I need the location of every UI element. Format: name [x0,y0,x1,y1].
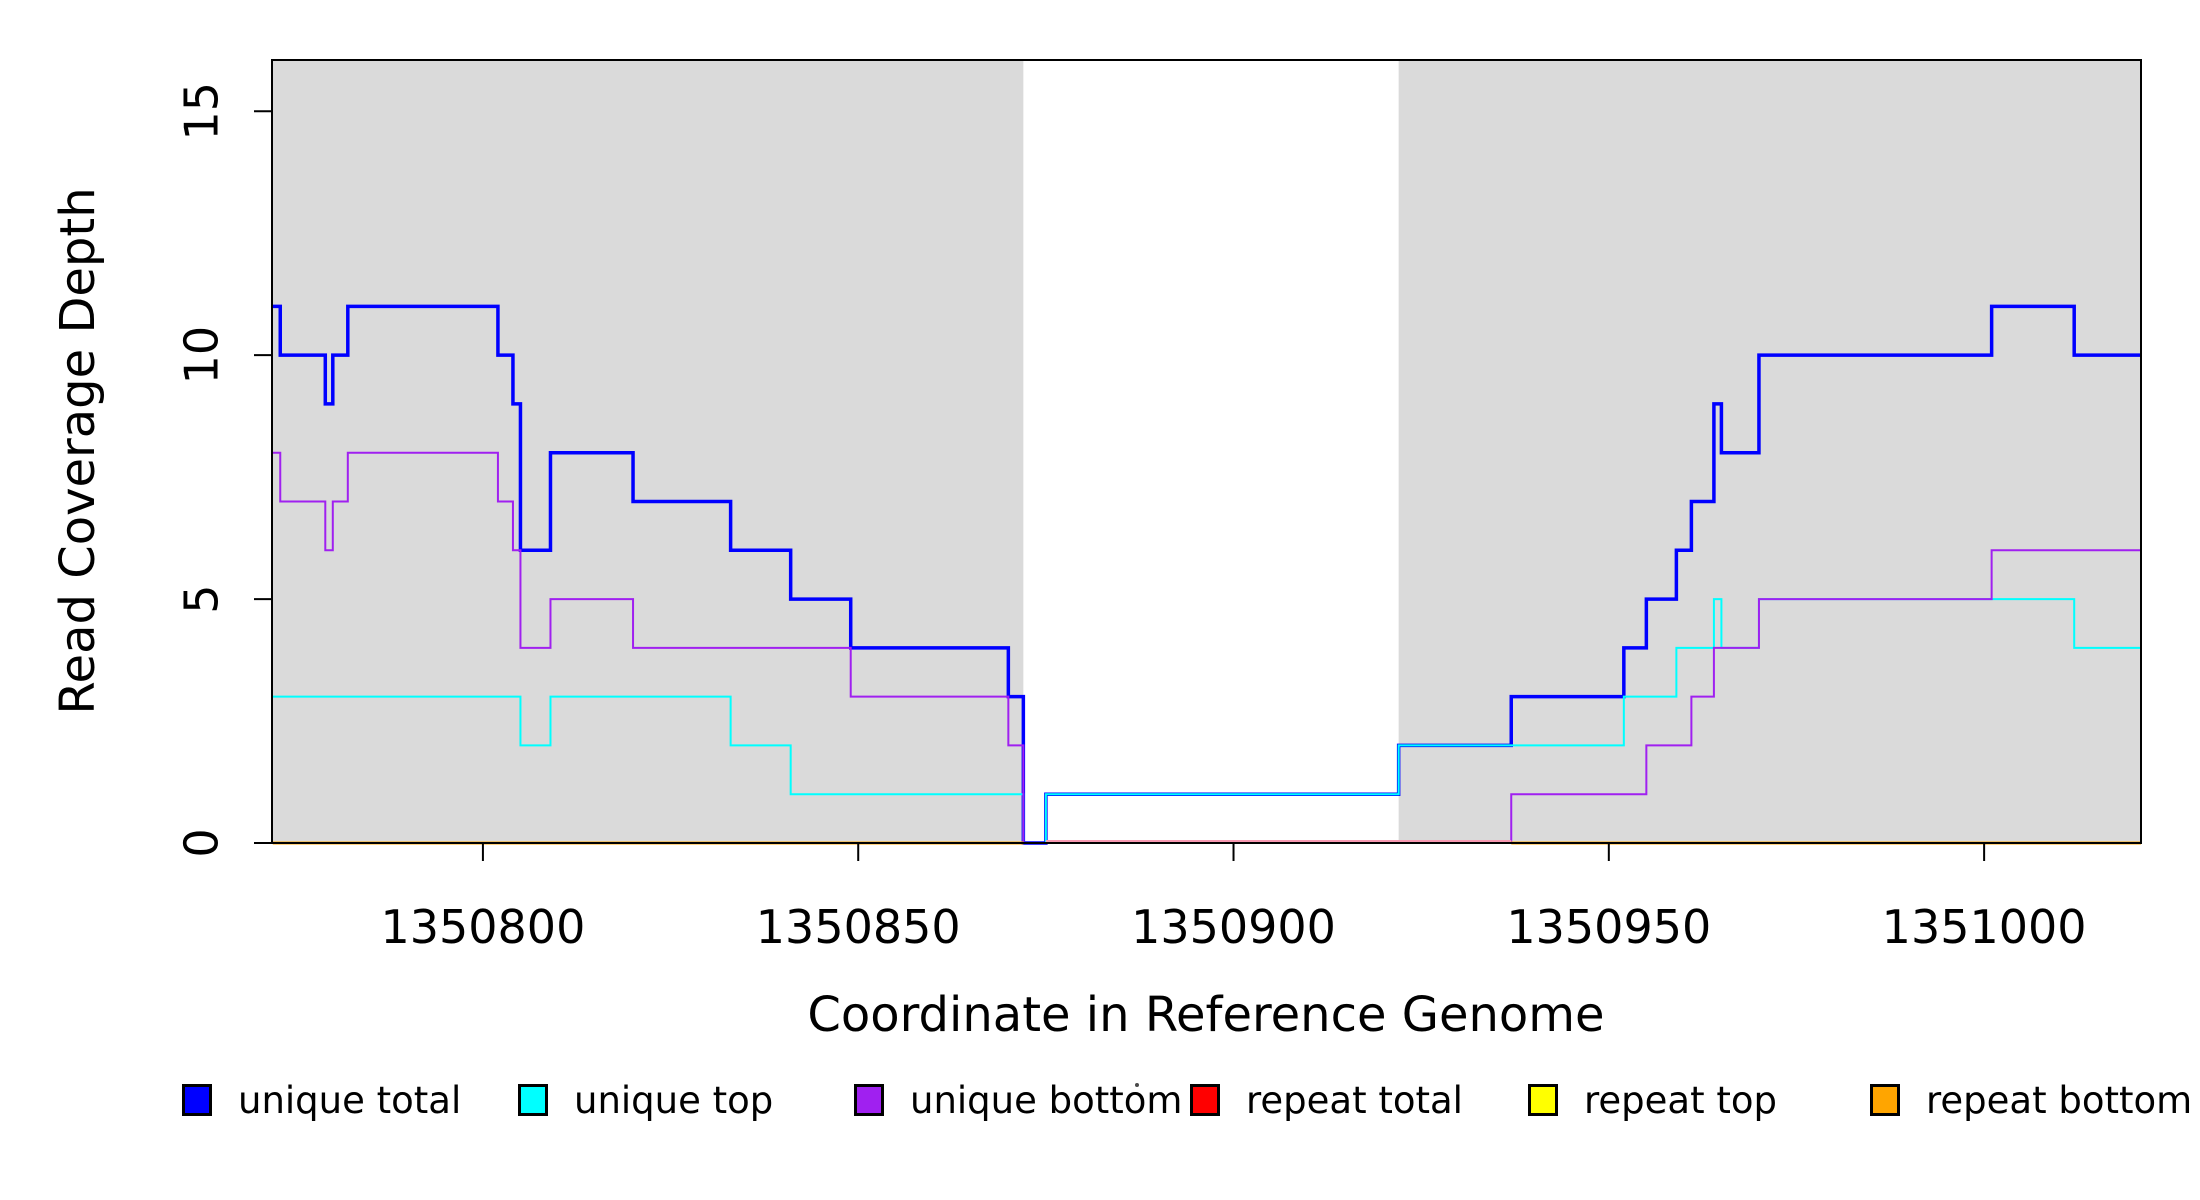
legend-swatch-unique-bottom [854,1084,884,1116]
y-tick-label: 0 [175,828,229,857]
x-tick-label: 1350850 [756,900,961,954]
legend-swatch-unique-total [182,1084,212,1116]
legend-swatch-repeat-top [1528,1084,1558,1116]
x-tick-label: 1350900 [1131,900,1336,954]
legend-label: repeat bottom [1926,1078,2193,1122]
legend-item-repeat-total: repeat total [1190,1070,1463,1130]
legend-item-unique-total: unique total [182,1070,461,1130]
series-unique-total [272,304,2141,845]
legend-item-repeat-top: repeat top [1528,1070,1777,1130]
legend-item-repeat-bottom: repeat bottom [1870,1070,2192,1130]
legend-item-unique-top: unique top [518,1070,773,1130]
stray-dot-artifact [1135,1083,1139,1087]
legend-label: repeat top [1584,1078,1777,1122]
shaded-region [272,60,1024,843]
x-tick-label: 1351000 [1882,900,2087,954]
legend-item-unique-bottom: unique bottom [854,1070,1182,1130]
x-tick-label: 1350950 [1506,900,1711,954]
y-axis-title: Read Coverage Depth [50,187,106,715]
shaded-region [1398,60,2141,843]
legend-label: unique top [574,1078,774,1122]
legend-swatch-repeat-bottom [1870,1084,1900,1116]
legend-label: unique bottom [910,1078,1183,1122]
x-axis-title: Coordinate in Reference Genome [807,987,1605,1043]
series-unique-bottom [272,451,2141,844]
y-tick-label: 10 [175,326,229,385]
x-tick-label: 1350800 [380,900,585,954]
legend-swatch-unique-top [518,1084,548,1116]
legend: unique total unique top unique bottom re… [0,1070,2200,1140]
legend-label: repeat total [1246,1078,1463,1122]
y-tick-label: 5 [175,584,229,613]
legend-swatch-repeat-total [1190,1084,1220,1116]
plot-box [271,59,2142,844]
y-tick-label: 15 [175,82,229,141]
legend-label: unique total [238,1078,462,1122]
